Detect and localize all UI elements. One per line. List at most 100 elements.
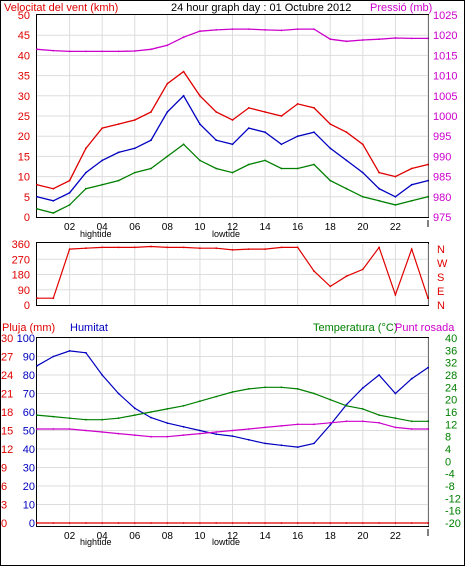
pressure-tick-7: 1010	[433, 71, 457, 83]
humidity-tick-3: 30	[23, 463, 35, 475]
humidity-tick-2: 20	[23, 481, 35, 493]
dewpoint-point-20	[361, 420, 364, 423]
pressure-point-0	[36, 48, 38, 51]
dewpoint-point-4	[101, 431, 104, 433]
wind-gust-point-3	[85, 147, 87, 150]
pressure-point-9	[182, 36, 185, 39]
p3-xtick-2: 06	[129, 531, 141, 542]
dewpoint-point-3	[85, 429, 87, 432]
pressure-point-1	[52, 49, 55, 52]
pressure-tick-1: 980	[433, 192, 451, 204]
direction-tick-3: 270	[12, 254, 30, 266]
humidity-point-16	[296, 446, 299, 448]
temperature-point-3	[85, 418, 87, 421]
wind-gust-point-1	[52, 187, 55, 190]
pressure-tick-6: 1005	[433, 91, 457, 103]
humidity-tick-4: 40	[23, 444, 35, 456]
wind-axis-label: Velocitat del vent (kmh)	[4, 2, 118, 14]
wind-direction-point-6	[133, 246, 136, 249]
wind-average-point-15	[280, 143, 283, 146]
rain-point-19	[345, 522, 348, 524]
dewpoint-point-22	[394, 426, 397, 429]
temperature-point-9	[182, 404, 185, 407]
wind-minimum-point-20	[361, 195, 364, 198]
rain-tick-10: 30	[1, 333, 13, 345]
wind-minimum-point-11	[215, 167, 218, 170]
pressure-point-10	[199, 30, 201, 33]
humidity-tick-7: 70	[23, 389, 35, 401]
temperature-point-7	[150, 411, 152, 413]
humidity-point-4	[101, 374, 104, 376]
wind-gust-point-13	[247, 107, 250, 109]
wind-gust-point-20	[361, 143, 364, 146]
humidity-point-20	[361, 387, 364, 389]
rain-point-21	[378, 522, 380, 524]
wind-direction-point-13	[247, 248, 250, 251]
wind-minimum-point-2	[68, 204, 71, 206]
temperature-tick-2: -12	[445, 493, 461, 505]
humidity-point-3	[85, 351, 87, 354]
wind-direction-point-20	[361, 268, 364, 271]
dewpoint-point-1	[52, 428, 55, 430]
wind-minimum-point-12	[231, 171, 234, 174]
pressure-point-19	[345, 40, 348, 43]
rain-point-12	[231, 522, 234, 524]
rain-point-18	[329, 522, 332, 524]
pressure-point-5	[117, 50, 120, 53]
humidity-tick-9: 90	[23, 352, 35, 364]
wind-average-point-23	[410, 183, 413, 186]
p3-xtick-9: 20	[357, 531, 369, 542]
p1-xtick-6: 14	[260, 222, 272, 233]
pressure-tick-4: 995	[433, 131, 451, 143]
wind-direction-point-7	[150, 245, 152, 248]
wind-minimum-point-24	[427, 195, 429, 198]
wind-gust-point-22	[394, 175, 397, 178]
humidity-point-0	[36, 364, 38, 367]
dewpoint-point-10	[199, 432, 201, 435]
wind-direction-point-12	[231, 249, 234, 251]
temperature-point-21	[378, 414, 380, 416]
rain-point-13	[247, 522, 250, 524]
direction-tick-1: 90	[18, 285, 30, 297]
wind-minimum-point-22	[394, 204, 397, 206]
wind-gust-point-5	[117, 123, 120, 125]
wind-direction-point-19	[345, 275, 348, 278]
humidity-point-12	[231, 435, 234, 437]
pressure-tick-5: 1000	[433, 111, 457, 123]
temperature-point-17	[313, 392, 315, 395]
wind-gust-point-15	[280, 115, 283, 117]
dewpoint-point-12	[231, 429, 234, 432]
dewpoint-point-16	[296, 423, 299, 426]
wind-average-point-12	[231, 143, 234, 146]
humidity-point-17	[313, 442, 315, 445]
wind-tick-7: 35	[18, 71, 30, 83]
wind-direction-point-5	[117, 246, 120, 249]
wind-gust-point-2	[68, 179, 71, 182]
wind-minimum-point-21	[378, 199, 380, 202]
humidity-point-8	[166, 422, 169, 424]
dewpoint-point-0	[36, 428, 38, 430]
pressure-tick-9: 1020	[433, 30, 457, 42]
rain-point-22	[394, 522, 397, 524]
p3-xtick-4: 10	[194, 531, 206, 542]
humidity-tick-6: 60	[23, 407, 35, 419]
pressure-point-17	[313, 28, 315, 30]
temperature-point-8	[166, 408, 169, 410]
wind-gust-point-19	[345, 131, 348, 134]
dewpoint-point-21	[378, 421, 380, 424]
wind-average-point-9	[182, 94, 185, 97]
direction-tick-2: 180	[12, 270, 30, 282]
wind-minimum-point-18	[329, 179, 332, 182]
wind-direction-point-2	[68, 248, 71, 251]
p1-xtick-7: 16	[292, 222, 304, 233]
wind-gust-point-9	[182, 70, 185, 73]
wind-direction-point-16	[296, 246, 299, 249]
rain-point-9	[182, 522, 185, 524]
wind-minimum-point-3	[85, 187, 87, 190]
temperature-point-14	[264, 386, 266, 389]
hightide-label-2: hightide	[80, 537, 112, 547]
humidity-point-5	[117, 392, 120, 395]
wind-minimum-point-0	[36, 208, 38, 210]
